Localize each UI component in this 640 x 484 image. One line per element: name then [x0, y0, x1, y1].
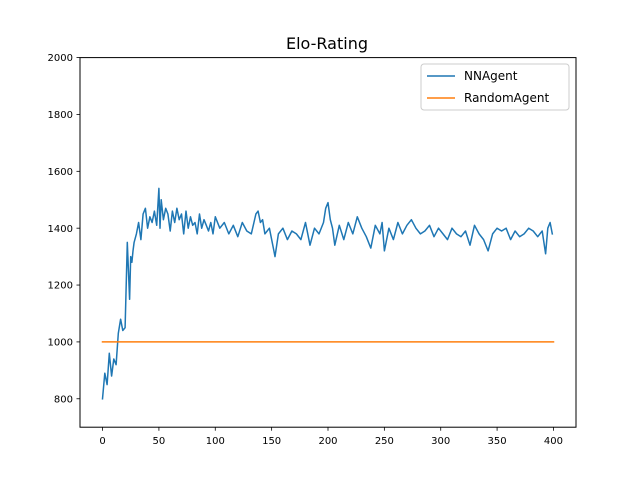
x-tick-label: 0: [99, 436, 105, 447]
y-tick-label: 1000: [48, 338, 73, 349]
x-tick-label: 150: [262, 436, 281, 447]
x-tick-label: 200: [318, 436, 337, 447]
chart-title: Elo-Rating: [286, 34, 368, 53]
y-tick-label: 1800: [48, 110, 73, 121]
y-tick-label: 1600: [48, 167, 73, 178]
y-tick-label: 1400: [48, 224, 73, 235]
x-tick-label: 300: [431, 436, 450, 447]
y-tick-label: 800: [54, 394, 73, 405]
legend-label-nnagent: NNAgent: [464, 69, 518, 83]
x-tick-label: 350: [488, 436, 507, 447]
legend-label-randomagent: RandomAgent: [464, 91, 549, 105]
x-tick-label: 50: [153, 436, 166, 447]
series-line-nnagent: [101, 187, 554, 400]
y-tick-label: 2000: [48, 53, 73, 64]
x-tick-label: 250: [375, 436, 394, 447]
plot-frame: [79, 57, 577, 428]
x-tick-label: 100: [206, 436, 225, 447]
x-tick-label: 400: [544, 436, 563, 447]
legend: NNAgent RandomAgent: [420, 63, 570, 111]
y-tick-label: 1200: [48, 281, 73, 292]
legend-box: [420, 63, 570, 111]
